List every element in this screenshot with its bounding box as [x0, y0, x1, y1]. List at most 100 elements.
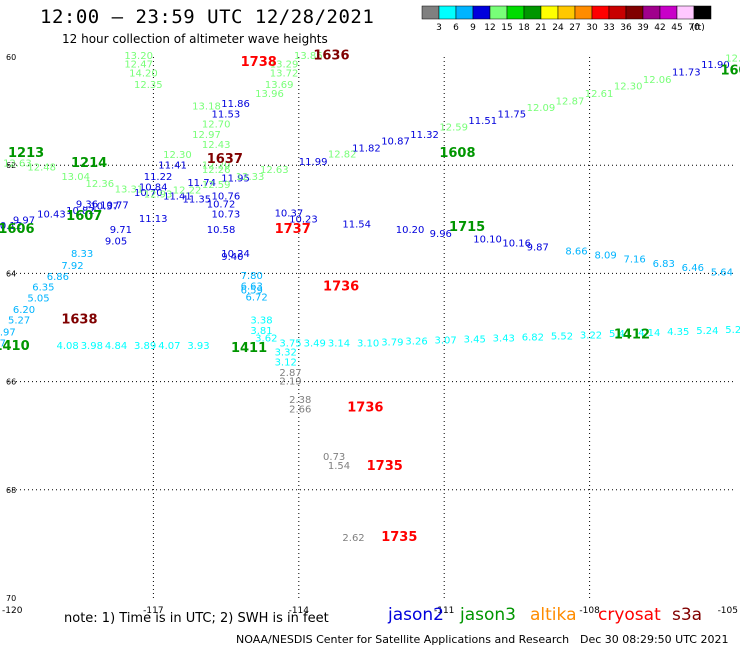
wave-height-value: 12.97 — [192, 130, 221, 141]
wave-height-value: 10.70 — [134, 188, 163, 199]
wave-height-value: 8.66 — [565, 246, 587, 257]
wave-height-value: 2.38 — [289, 395, 311, 406]
wave-height-value: 3.45 — [464, 335, 486, 346]
lat-tick-label: 62 — [6, 161, 16, 170]
lon-tick-label: -117 — [143, 606, 163, 616]
wave-height-value: 10.24 — [221, 249, 250, 260]
wave-height-value: 11.75 — [498, 110, 527, 121]
wave-height-value: 11.22 — [144, 172, 173, 183]
colorbar-swatch — [676, 5, 695, 20]
colorbar-swatch — [625, 5, 644, 20]
wave-height-value: 11.32 — [410, 130, 439, 141]
lon-tick-label: -111 — [434, 606, 454, 616]
wave-height-value: 11.41 — [158, 160, 187, 171]
wave-height-value: 11.90 — [701, 60, 730, 71]
colorbar-swatch — [489, 5, 508, 20]
footer-credit: NOAA/NESDIS Center for Satellite Applica… — [236, 633, 570, 646]
colorbar-label: 18 — [518, 23, 530, 33]
wave-height-value: 9.40 — [221, 252, 243, 263]
lon-tick-label: -105 — [718, 606, 738, 616]
wave-height-value: 6.86 — [47, 272, 69, 283]
colorbar-swatch — [506, 5, 525, 20]
wave-height-value: 7.92 — [61, 261, 83, 272]
wave-height-value: 3.10 — [357, 338, 379, 349]
colorbar-label: 45 — [671, 23, 682, 33]
wave-height-value: 13.20 — [124, 51, 153, 62]
footer-note: note: 1) Time is in UTC; 2) SWH is in fe… — [64, 611, 329, 626]
wave-height-value: 13.69 — [265, 80, 294, 91]
colorbar-label: 30 — [586, 23, 598, 33]
wave-height-value: 10.12 — [0, 221, 22, 232]
wave-height-value: 12.09 — [527, 103, 556, 114]
wave-height-value: 5.52 — [551, 331, 573, 342]
colorbar-swatch — [642, 5, 661, 20]
wave-height-value: 10.73 — [212, 210, 241, 221]
colorbar-swatch — [608, 5, 627, 20]
wave-height-value: 6.20 — [13, 305, 35, 316]
wave-height-value: 13.96 — [255, 89, 284, 100]
colorbar-label: (ft) — [691, 23, 705, 33]
wave-height-value: 12.06 — [643, 75, 672, 86]
colorbar-label: 36 — [620, 23, 632, 33]
colorbar-swatch — [455, 5, 474, 20]
colorbar-swatch — [659, 5, 678, 20]
wave-height-value: 10.23 — [289, 215, 318, 226]
legend-s3a: s3a — [672, 605, 703, 625]
legend-cryosat: cryosat — [598, 605, 661, 625]
colorbar-label: 27 — [569, 23, 580, 33]
wave-height-value: 12.93 — [144, 190, 173, 201]
wave-height-value: 4.08 — [56, 341, 78, 352]
wave-height-value: 3.81 — [250, 326, 272, 337]
colorbar-swatch — [540, 5, 559, 20]
wave-height-value: 12.22 — [173, 185, 202, 196]
wave-height-value: 3.07 — [435, 336, 457, 347]
wave-height-value: 12.17 — [725, 53, 740, 64]
colorbar-swatch — [591, 5, 610, 20]
colorbar-swatch — [557, 5, 576, 20]
pass-time-label: 1609 — [720, 63, 740, 78]
wave-height-value: 2.19 — [279, 376, 301, 387]
wave-height-value: 12.87 — [556, 97, 585, 108]
wave-height-value: 5.24 — [696, 326, 718, 337]
wave-height-value: 10.37 — [90, 202, 119, 213]
lat-tick-label: 66 — [6, 378, 16, 387]
wave-height-value: 5.64 — [711, 268, 733, 279]
wave-height-value: 12.43 — [202, 140, 231, 151]
pass-time-label: 1715 — [449, 220, 485, 235]
colorbar-label: 39 — [637, 23, 649, 33]
pass-time-label: 1735 — [381, 530, 417, 545]
pass-time-label: 1412 — [614, 327, 650, 342]
wave-height-value: 10.10 — [473, 235, 502, 246]
colorbar-swatch — [693, 5, 712, 20]
colorbar-label: 24 — [552, 23, 564, 33]
wave-height-value: 2.66 — [289, 404, 311, 415]
colorbar-swatch — [438, 5, 457, 20]
legend-jason2: jason2 — [388, 605, 444, 625]
wave-height-value: 11.41 — [163, 191, 192, 202]
wave-height-value: 6.35 — [32, 283, 54, 294]
pass-time-label: 1636 — [313, 49, 349, 64]
wave-height-value: 12.20 — [202, 160, 231, 171]
pass-time-label: 1213 — [8, 146, 44, 161]
colorbar-label: 15 — [501, 23, 512, 33]
wave-height-value: 10.87 — [381, 137, 410, 148]
wave-height-value: 6.46 — [682, 263, 704, 274]
lon-tick-label: -114 — [289, 606, 310, 616]
lat-tick-label: 64 — [6, 269, 16, 278]
colorbar-label: 42 — [654, 23, 665, 33]
colorbar-swatch — [523, 5, 542, 20]
wave-height-value: 3.98 — [81, 341, 103, 352]
wave-height-value: 11.54 — [342, 219, 371, 230]
wave-height-value: 12.33 — [236, 172, 265, 183]
lon-tick-label: -108 — [579, 606, 600, 616]
wave-height-value: 4.97 — [0, 328, 16, 339]
wave-height-value: 12.63 — [3, 158, 32, 169]
wave-height-value: 3.49 — [304, 338, 326, 349]
lat-tick-label: 60 — [6, 53, 16, 62]
wave-height-value: 12.30 — [163, 150, 192, 161]
wave-height-value: 3.22 — [580, 330, 602, 341]
wave-height-value: 3.26 — [405, 336, 427, 347]
wave-height-value: 12.63 — [260, 165, 289, 176]
pass-time-label: 1736 — [323, 280, 359, 295]
